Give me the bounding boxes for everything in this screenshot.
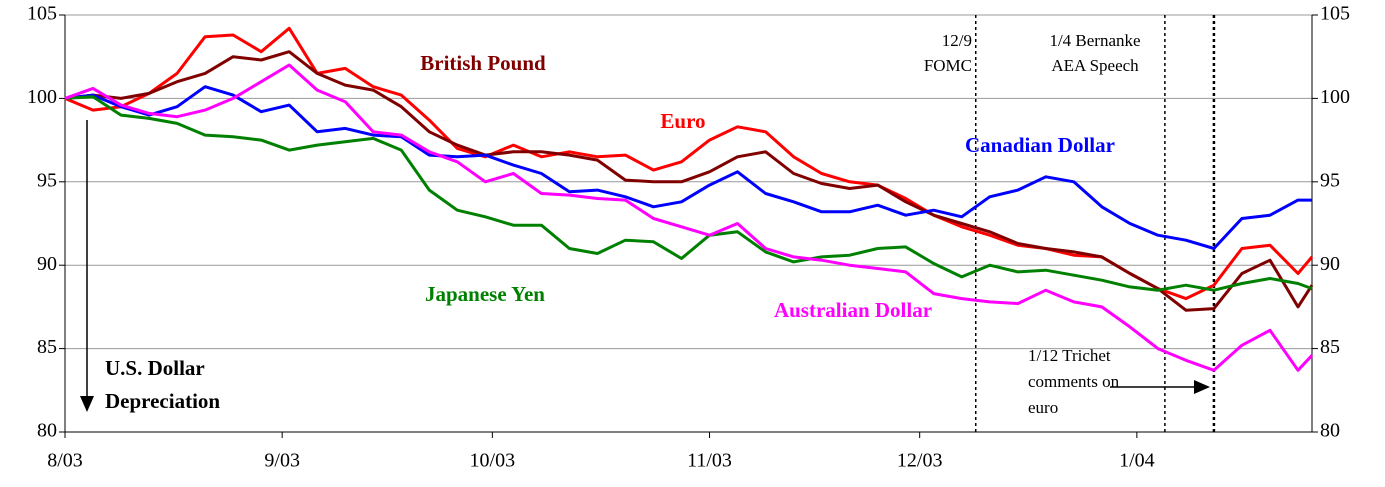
y-tick-label: 80 <box>37 420 57 442</box>
y2-tick-label: 95 <box>1320 169 1340 191</box>
y-tick-label: 95 <box>37 169 57 191</box>
x-tick-label: 12/03 <box>897 450 943 472</box>
annotation: FOMC <box>924 56 972 75</box>
y2-tick-label: 90 <box>1320 253 1340 275</box>
x-tick-label: 1/04 <box>1119 450 1155 472</box>
series-label: Euro <box>660 109 705 133</box>
series-line <box>64 85 1312 250</box>
series-label: Canadian Dollar <box>965 133 1115 157</box>
y-tick-label: 100 <box>27 86 57 108</box>
annotation: 1/4 Bernanke <box>1049 31 1140 50</box>
annotation: U.S. Dollar <box>105 356 205 380</box>
annotation: comments on <box>1028 372 1120 391</box>
y2-tick-label: 105 <box>1320 3 1350 25</box>
x-tick-label: 9/03 <box>264 450 300 472</box>
annotation: Depreciation <box>105 389 220 413</box>
x-tick-label: 10/03 <box>470 450 516 472</box>
y2-tick-label: 80 <box>1320 420 1340 442</box>
y2-tick-label: 85 <box>1320 336 1340 358</box>
y2-tick-label: 100 <box>1320 86 1350 108</box>
series-line <box>64 50 1314 312</box>
annotation: euro <box>1028 398 1058 417</box>
series-line <box>64 63 1314 372</box>
y-tick-label: 105 <box>27 3 57 25</box>
arrowhead <box>80 396 94 412</box>
arrowhead <box>1194 380 1210 394</box>
y-tick-label: 90 <box>37 253 57 275</box>
series-line <box>64 95 1313 292</box>
series-label: Australian Dollar <box>774 298 932 322</box>
series-label: Japanese Yen <box>425 282 545 306</box>
annotation: AEA Speech <box>1051 56 1139 75</box>
x-tick-label: 8/03 <box>47 450 83 472</box>
x-tick-label: 11/03 <box>687 450 732 472</box>
annotation: 1/12 Trichet <box>1028 346 1111 365</box>
annotation: 12/9 <box>942 31 972 50</box>
y-tick-label: 85 <box>37 336 57 358</box>
series-label: British Pound <box>420 51 546 75</box>
